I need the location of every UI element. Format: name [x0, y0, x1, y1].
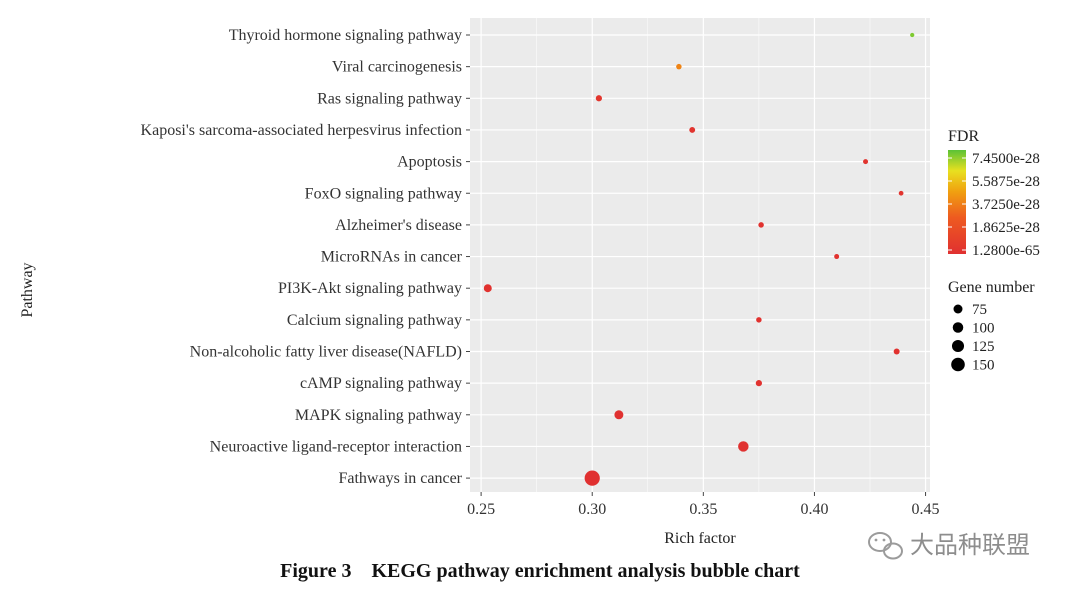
y-axis-title: Pathway: [19, 262, 36, 317]
y-tick-label: Calcium signaling pathway: [287, 312, 462, 329]
size-legend-label: 100: [972, 321, 995, 337]
data-points: [483, 32, 915, 486]
data-point: [483, 284, 492, 293]
data-point: [756, 317, 762, 323]
y-tick-label: MicroRNAs in cancer: [321, 249, 463, 266]
y-tick-label: Fathways in cancer: [338, 470, 462, 487]
fdr-legend: FDR 7.4500e-28 5.5875e-28 3.7250e-28 1.8625…: [948, 128, 1040, 259]
y-tick-label: MAPK signaling pathway: [295, 407, 462, 424]
x-tick-label: 0.25: [467, 501, 495, 518]
gene-number-legend-title: Gene number: [948, 279, 1035, 296]
size-legend-label: 150: [972, 358, 995, 374]
fdr-legend-title: FDR: [948, 128, 979, 145]
y-tick-label: Thyroid hormone signaling pathway: [229, 27, 462, 44]
y-tick-label: Ras signaling pathway: [317, 90, 462, 107]
watermark: 大品种联盟: [868, 531, 1030, 560]
size-legend-label: 75: [972, 302, 987, 318]
data-point: [689, 127, 696, 133]
plot-panel: [470, 18, 930, 492]
y-tick-label: PI3K-Akt signaling pathway: [278, 280, 462, 297]
wechat-icon: [868, 532, 903, 560]
watermark-text: 大品种联盟: [910, 531, 1030, 559]
y-tick-label: Alzheimer's disease: [335, 217, 462, 234]
figure-caption: Figure 3 KEGG pathway enrichment analysi…: [280, 560, 800, 582]
y-tick-label: Kaposi's sarcoma-associated herpesvirus …: [141, 122, 462, 139]
size-legend-dot: [951, 357, 965, 372]
x-tick-label: 0.40: [800, 501, 828, 518]
x-tick-label: 0.45: [912, 501, 940, 518]
data-point: [910, 32, 915, 38]
data-point: [893, 348, 900, 355]
size-legend-dot: [952, 322, 964, 333]
gene-number-legend: Gene number 75 100 125 150: [948, 279, 1035, 374]
data-point: [755, 380, 763, 387]
x-axis: 0.25 0.30 0.35 0.40 0.45: [467, 492, 940, 518]
data-point: [898, 190, 904, 196]
x-tick-label: 0.35: [689, 501, 717, 518]
data-point: [614, 410, 624, 420]
data-point: [676, 63, 682, 70]
grid-lines: [470, 18, 930, 492]
data-point: [584, 470, 600, 486]
data-point: [863, 159, 869, 165]
y-tick-label: Non-alcoholic fatty liver disease(NAFLD): [190, 344, 462, 361]
fdr-label: 1.2800e-65: [972, 243, 1040, 259]
y-tick-label: Apoptosis: [397, 154, 462, 171]
size-legend-label: 125: [972, 339, 995, 355]
y-tick-label: Viral carcinogenesis: [332, 59, 462, 76]
fdr-label: 7.4500e-28: [972, 151, 1040, 167]
fdr-label: 3.7250e-28: [972, 197, 1040, 213]
y-tick-label: Neuroactive ligand-receptor interaction: [210, 438, 462, 455]
data-point: [834, 254, 840, 260]
data-point: [758, 222, 764, 228]
data-point: [595, 95, 603, 102]
y-axis: Thyroid hormone signaling pathway Viral c…: [141, 27, 470, 487]
fdr-label: 1.8625e-28: [972, 220, 1040, 236]
fdr-legend-labels: 7.4500e-28 5.5875e-28 3.7250e-28 1.8625e-28…: [948, 151, 1040, 259]
gene-number-legend-items: 75 100 125 150: [951, 302, 995, 374]
y-tick-label: FoxO signaling pathway: [305, 185, 462, 202]
size-legend-dot: [953, 304, 963, 314]
fdr-colorbar: [948, 150, 966, 254]
size-legend-dot: [951, 339, 965, 353]
data-point: [738, 441, 749, 452]
y-tick-label: cAMP signaling pathway: [300, 375, 462, 392]
x-tick-label: 0.30: [578, 501, 606, 518]
fdr-label: 5.5875e-28: [972, 174, 1040, 190]
x-axis-title: Rich factor: [664, 530, 736, 547]
